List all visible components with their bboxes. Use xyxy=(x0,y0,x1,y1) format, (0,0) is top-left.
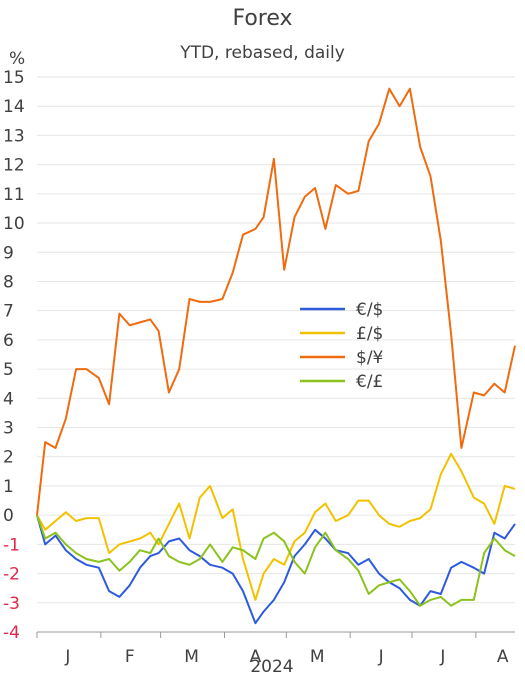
y-tick-label: -2 xyxy=(3,565,20,585)
series-line-2 xyxy=(36,87,516,516)
y-tick-label: 0 xyxy=(3,506,14,526)
legend-label: €/£ xyxy=(356,372,383,392)
x-tick-label: M xyxy=(310,647,325,667)
y-tick-label: -1 xyxy=(3,535,20,555)
y-tick-label: 3 xyxy=(3,419,14,439)
y-tick-label: 12 xyxy=(3,156,25,176)
x-tick-label: F xyxy=(125,647,135,667)
chart-subtitle: YTD, rebased, daily xyxy=(180,43,345,63)
series-line-1 xyxy=(36,452,516,601)
series-lines xyxy=(36,87,516,625)
y-tick-label: 13 xyxy=(3,126,25,146)
legend-label: €/$ xyxy=(356,300,383,320)
y-tick-label: -3 xyxy=(3,594,20,614)
x-tick-label: A xyxy=(497,647,509,667)
x-tick-label: A xyxy=(250,647,262,667)
y-axis-label: % xyxy=(9,49,25,69)
y-tick-label: 5 xyxy=(3,360,14,380)
legend-label: $/¥ xyxy=(356,348,384,368)
legend: €/$ £/$ $/¥ €/£ xyxy=(300,300,384,392)
y-tick-label: 9 xyxy=(3,243,14,263)
x-tick-label: J xyxy=(64,647,70,667)
y-tick-label: 15 xyxy=(3,68,25,88)
y-tick-label: 7 xyxy=(3,302,14,322)
x-tick-label: J xyxy=(378,647,384,667)
y-tick-label: 2 xyxy=(3,448,14,468)
chart-title: Forex xyxy=(232,6,293,31)
y-tick-label: -4 xyxy=(3,623,20,643)
x-tick-label: M xyxy=(184,647,199,667)
y-tick-label: 1 xyxy=(3,477,14,497)
series-line-0 xyxy=(36,514,516,625)
x-tick-label: J xyxy=(439,647,445,667)
y-tick-label: 10 xyxy=(3,214,25,234)
y-tick-label: 8 xyxy=(3,272,14,292)
series-line-3 xyxy=(36,514,516,607)
y-tick-label: 11 xyxy=(3,185,25,205)
y-tick-label: 6 xyxy=(3,331,14,351)
legend-label: £/$ xyxy=(356,324,383,344)
x-axis-label: 2024 xyxy=(250,657,293,677)
y-tick-label: 14 xyxy=(3,97,25,117)
y-tick-label: 4 xyxy=(3,389,14,409)
